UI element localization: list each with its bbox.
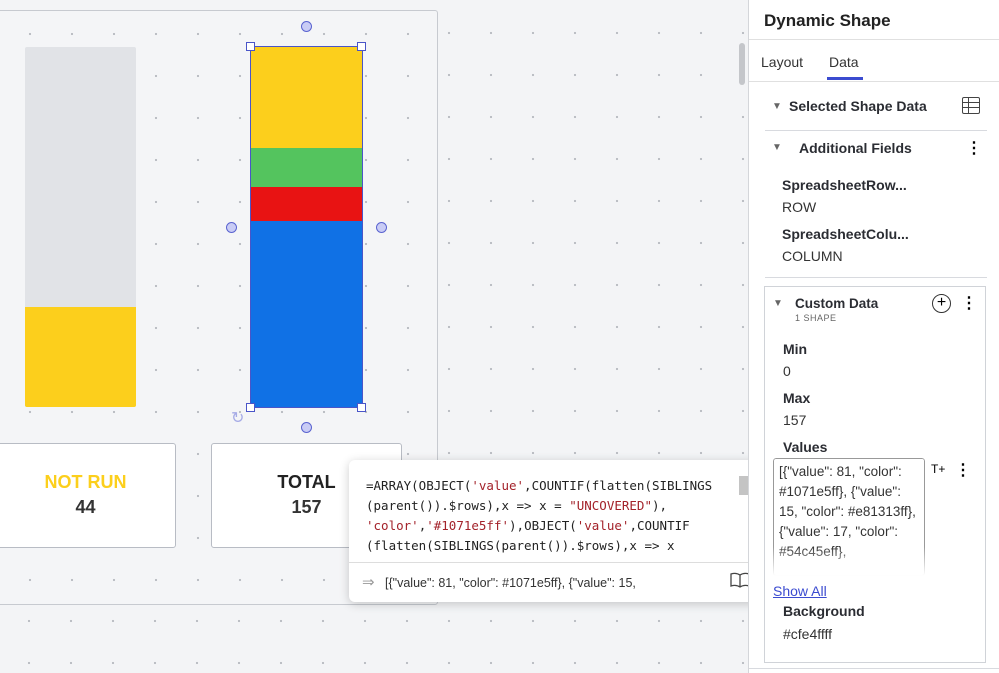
more-options-icon[interactable]: ⋮	[966, 140, 982, 157]
not-run-card[interactable]: NOT RUN 44	[0, 443, 176, 548]
custom-data-section: ▼ Custom Data 1 SHAPE + ⋮ Min 0 Max 157 …	[764, 286, 986, 663]
additional-fields-section: ▼ Additional Fields ⋮ SpreadsheetRow... …	[765, 130, 987, 278]
field-value[interactable]: COLUMN	[782, 248, 843, 264]
divider	[749, 81, 999, 82]
result-arrow-icon: ⇒	[362, 574, 375, 591]
add-field-icon[interactable]: +	[932, 294, 951, 313]
background-value[interactable]: #cfe4ffff	[783, 626, 833, 642]
tab-active-indicator	[827, 77, 863, 80]
resize-handle-tr[interactable]	[357, 42, 366, 51]
max-value[interactable]: 157	[783, 412, 807, 428]
properties-panel: Dynamic Shape Layout Data ▼ Selected Sha…	[748, 0, 999, 673]
not-run-bar-fill	[25, 307, 136, 407]
connection-point-bottom[interactable]	[301, 422, 312, 433]
segment-blue	[251, 221, 362, 407]
values-textarea[interactable]: [{"value": 81, "color": #1071e5ff}, {"va…	[773, 458, 925, 576]
segment-red	[251, 187, 362, 221]
book-icon[interactable]	[730, 572, 750, 588]
more-options-icon[interactable]: ⋮	[955, 462, 971, 479]
formula-result: [{"value": 81, "color": #1071e5ff}, {"va…	[385, 576, 636, 590]
selection-outline	[250, 46, 363, 408]
collapse-triangle-icon[interactable]: ▼	[772, 142, 782, 153]
max-label: Max	[783, 390, 811, 406]
card-title: NOT RUN	[44, 472, 127, 492]
table-icon[interactable]	[962, 97, 980, 114]
rotate-icon[interactable]: ↻	[231, 410, 245, 427]
field-name: SpreadsheetColu...	[782, 226, 909, 242]
values-label: Values	[783, 439, 828, 455]
connection-point-left[interactable]	[226, 222, 237, 233]
segment-green	[251, 148, 362, 187]
divider	[349, 562, 769, 563]
divider	[749, 668, 999, 669]
connection-point-right[interactable]	[376, 222, 387, 233]
min-label: Min	[783, 341, 808, 357]
resize-handle-tl[interactable]	[246, 42, 255, 51]
tab-data[interactable]: Data	[829, 54, 859, 70]
more-options-icon[interactable]: ⋮	[961, 295, 977, 312]
card-title: TOTAL	[277, 472, 336, 492]
resize-handle-bl[interactable]	[246, 403, 255, 412]
background-label: Background	[783, 603, 865, 619]
resize-handle-br[interactable]	[357, 403, 366, 412]
card-value: 157	[291, 497, 322, 517]
divider	[749, 39, 999, 40]
selected-shape-data-header[interactable]: Selected Shape Data	[789, 98, 927, 114]
show-all-link[interactable]: Show All	[773, 583, 827, 599]
collapse-triangle-icon[interactable]: ▼	[772, 101, 782, 112]
tab-layout[interactable]: Layout	[761, 54, 804, 70]
card-value: 44	[75, 497, 96, 517]
text-format-icon[interactable]: T+	[931, 462, 946, 476]
canvas-scrollbar[interactable]	[739, 43, 745, 85]
panel-title: Dynamic Shape	[764, 11, 891, 30]
custom-data-header[interactable]: Custom Data	[795, 296, 879, 311]
additional-fields-header[interactable]: Additional Fields	[799, 140, 912, 156]
shape-count: 1 SHAPE	[795, 313, 837, 323]
field-name: SpreadsheetRow...	[782, 177, 907, 193]
connection-point-top[interactable]	[301, 21, 312, 32]
collapse-triangle-icon[interactable]: ▼	[773, 298, 783, 309]
not-run-bar[interactable]	[25, 47, 136, 407]
segment-yellow	[251, 47, 362, 148]
min-value[interactable]: 0	[783, 363, 791, 379]
formula-popup: =ARRAY(OBJECT('value',COUNTIF(flatten(SI…	[349, 460, 769, 602]
formula-editor[interactable]: =ARRAY(OBJECT('value',COUNTIF(flatten(SI…	[366, 478, 713, 553]
field-value[interactable]: ROW	[782, 199, 817, 215]
total-stacked-bar[interactable]	[251, 47, 362, 407]
